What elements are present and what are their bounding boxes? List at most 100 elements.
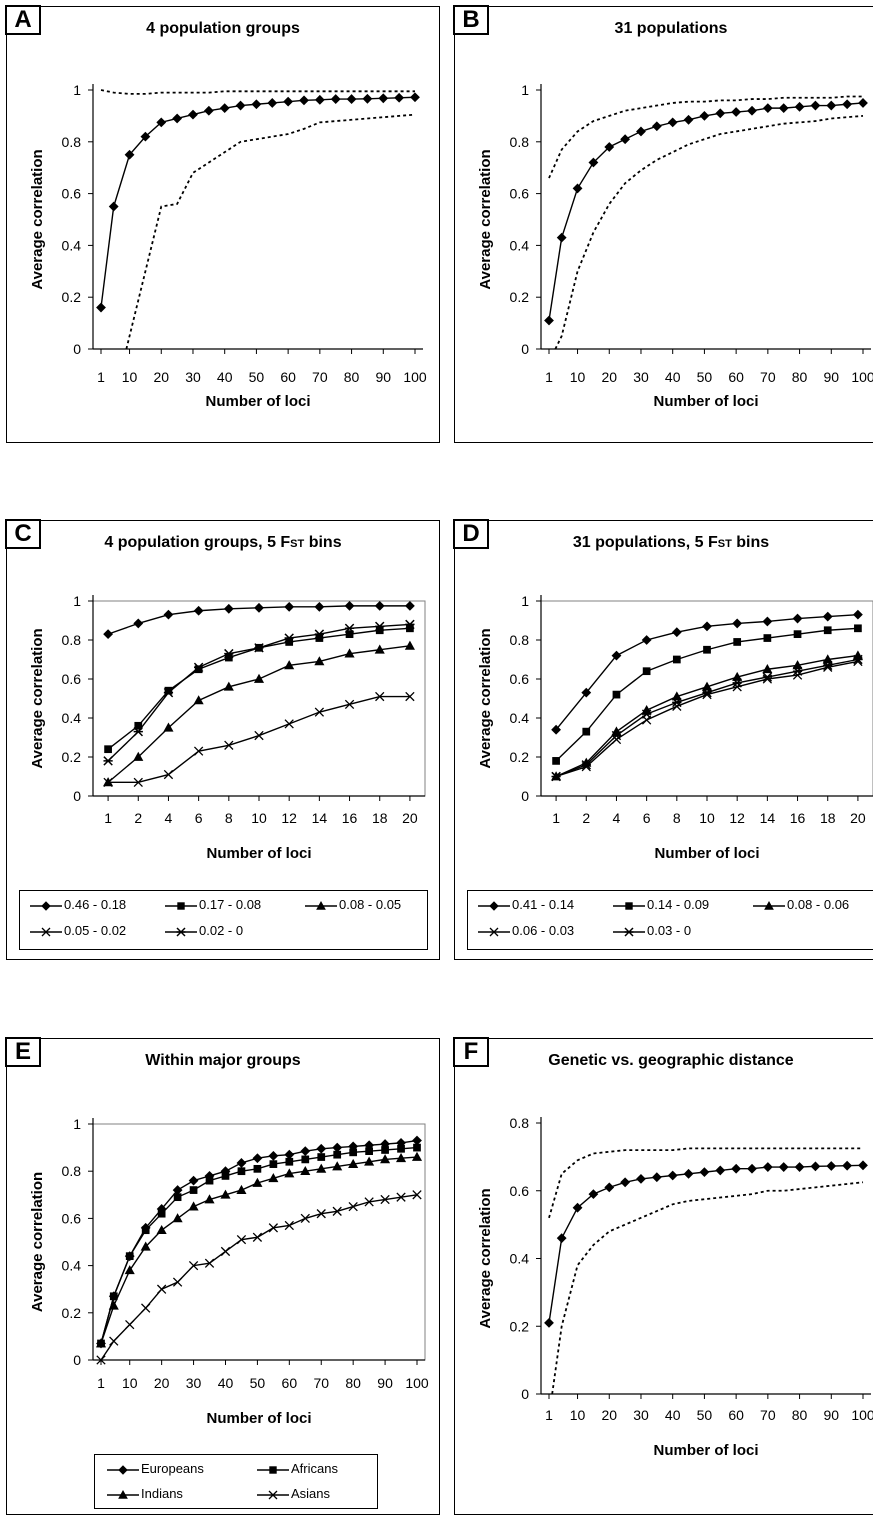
data-point [544, 315, 554, 326]
y-tick-label: 0.4 [510, 237, 530, 253]
data-point [109, 1292, 118, 1301]
series-line [551, 1181, 864, 1395]
y-tick-label: 0.2 [62, 1305, 82, 1321]
data-point [731, 1163, 742, 1174]
legend-item: 0.17 - 0.08 [163, 897, 261, 913]
data-point [858, 98, 868, 108]
data-point [672, 655, 681, 664]
x-tick-label: 20 [850, 810, 866, 826]
x-tick-label: 10 [699, 810, 715, 826]
data-point [300, 1165, 311, 1176]
x-tick-label: 14 [760, 810, 776, 826]
data-point [236, 1184, 247, 1194]
y-axis-label: Average correlation [29, 149, 46, 289]
x-tick-label: 2 [134, 810, 142, 826]
legend-label: Indians [141, 1486, 183, 1501]
data-point [826, 100, 837, 111]
panel-f: F Genetic vs. geographic distance 0 0.2 0.… [453, 1037, 873, 1515]
data-point [348, 1201, 358, 1212]
data-point [284, 1149, 295, 1160]
series-line [107, 645, 410, 783]
x-tick-label: 70 [312, 369, 328, 385]
x-tick-label: 18 [820, 810, 836, 826]
data-point [134, 721, 143, 730]
legend-item: 0.06 - 0.03 [476, 923, 574, 939]
legend-swatch [30, 900, 62, 911]
x-tick-label: 10 [251, 810, 267, 826]
data-point [348, 1158, 359, 1168]
x-tick-label: 16 [790, 810, 806, 826]
y-tick-label: 0.8 [510, 134, 530, 150]
series-line [108, 695, 410, 784]
data-point [762, 616, 773, 627]
x-tick-label: 6 [195, 810, 203, 826]
x-tick-label: 4 [165, 810, 173, 826]
data-point [317, 1153, 326, 1161]
series-line [100, 1146, 418, 1344]
data-point [300, 1213, 310, 1224]
legend-swatch [107, 1464, 139, 1475]
data-point [133, 726, 144, 737]
legend-item: 0.05 - 0.02 [28, 923, 126, 939]
data-point [220, 1189, 231, 1199]
data-point [163, 769, 174, 780]
x-tick-label: 10 [570, 1407, 586, 1423]
y-tick-label: 0.6 [510, 671, 530, 687]
x-tick-label: 14 [312, 810, 328, 826]
x-tick-label: 40 [665, 1407, 681, 1423]
data-point [854, 624, 862, 633]
data-point [611, 650, 622, 661]
data-point [156, 1224, 167, 1235]
panel-letter: C [5, 519, 41, 549]
data-point [314, 629, 325, 639]
panel-a: A 4 population groups 0 0.2 0.4 0.6 0.8 1 1 10 2… [5, 5, 440, 443]
data-point [140, 1241, 151, 1251]
legend-item: Africans [255, 1461, 338, 1477]
data-point [235, 100, 246, 111]
y-tick-label: 0.6 [510, 1183, 530, 1199]
data-point [118, 1489, 128, 1499]
data-point [764, 900, 774, 910]
data-point [810, 1161, 821, 1172]
data-point [826, 1161, 837, 1171]
legend-label: 0.08 - 0.05 [339, 897, 402, 912]
data-point [397, 1144, 405, 1153]
data-point [611, 734, 622, 745]
x-tick-label: 12 [729, 810, 745, 826]
data-point [364, 1197, 374, 1207]
x-tick-label: 90 [375, 369, 391, 385]
title-text: 4 population groups, 5 [104, 534, 281, 551]
data-point [731, 107, 742, 117]
data-point [778, 103, 789, 114]
data-point [332, 1142, 343, 1153]
x-tick-label: 40 [217, 369, 233, 385]
series-line [100, 1194, 418, 1361]
data-point [625, 901, 633, 910]
data-point [651, 1172, 662, 1183]
data-point [268, 1150, 279, 1161]
y-tick-label: 0.8 [510, 632, 530, 648]
data-point [642, 667, 651, 676]
data-point [140, 131, 151, 142]
y-tick-label: 0 [73, 341, 81, 357]
data-point [604, 1182, 615, 1193]
data-point [636, 126, 646, 137]
data-point [103, 756, 113, 766]
data-point [489, 927, 499, 937]
data-point [374, 621, 385, 632]
data-point [405, 600, 415, 611]
data-point [362, 93, 373, 104]
data-point [792, 666, 803, 676]
data-point [413, 1143, 421, 1152]
y-tick-label: 0.8 [62, 632, 82, 648]
legend-label: 0.03 - 0 [647, 923, 692, 938]
x-axis-label: Number of loci [654, 845, 759, 862]
data-point [378, 93, 389, 104]
data-point [853, 609, 863, 620]
data-point [133, 618, 144, 629]
legend-item: Asians [255, 1486, 330, 1502]
data-point [172, 113, 183, 124]
y-tick-label: 0.4 [62, 237, 82, 253]
x-tick-label: 6 [643, 810, 651, 826]
